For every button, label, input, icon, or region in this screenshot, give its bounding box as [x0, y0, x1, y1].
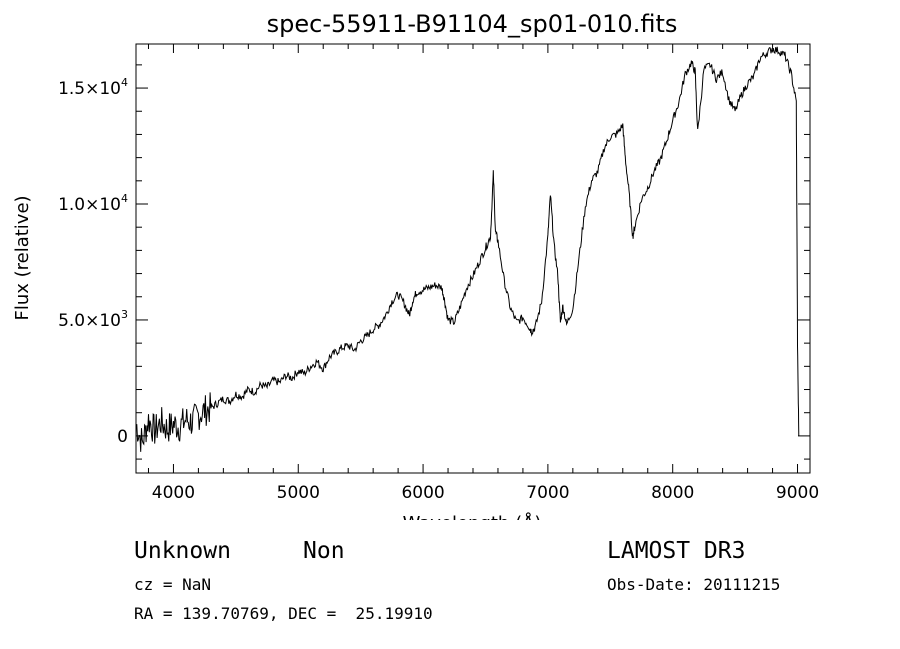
chart-title: spec-55911-B91104_sp01-010.fits [267, 10, 678, 38]
survey-name: LAMOST DR3 [607, 538, 746, 564]
x-axis-label: Wavelength (Å) [403, 512, 542, 520]
x-tick-label: 6000 [401, 483, 444, 503]
spectrum-chart: spec-55911-B91104_sp01-010.fits 4000 5000… [12, 10, 819, 520]
y-axis-label: Flux (relative) [12, 195, 33, 320]
object-class: Unknown [134, 538, 231, 564]
x-tick-label: 7000 [526, 483, 569, 503]
plot-frame [135, 43, 811, 474]
observation-date: Obs-Date: 20111215 [607, 575, 781, 594]
x-axis-ticks: 4000 5000 6000 7000 8000 9000 [147, 44, 819, 503]
y-tick-label: 1.5×104 [58, 76, 128, 99]
spectrum-line [136, 46, 800, 452]
redshift-value: cz = NaN [134, 575, 212, 594]
x-tick-label: 9000 [776, 483, 819, 503]
x-tick-label: 5000 [277, 483, 320, 503]
y-tick-label: 1.0×104 [58, 192, 128, 215]
y-tick-label: 5.0×103 [58, 308, 128, 331]
x-tick-label: 8000 [651, 483, 694, 503]
y-axis-ticks: 0 5.0×103 1.0×104 1.5×104 [58, 64, 810, 460]
y-tick-label: 0 [117, 427, 128, 447]
object-subclass: Non [303, 538, 345, 564]
x-tick-label: 4000 [152, 483, 195, 503]
coordinates: RA = 139.70769, DEC = 25.19910 [134, 604, 433, 623]
